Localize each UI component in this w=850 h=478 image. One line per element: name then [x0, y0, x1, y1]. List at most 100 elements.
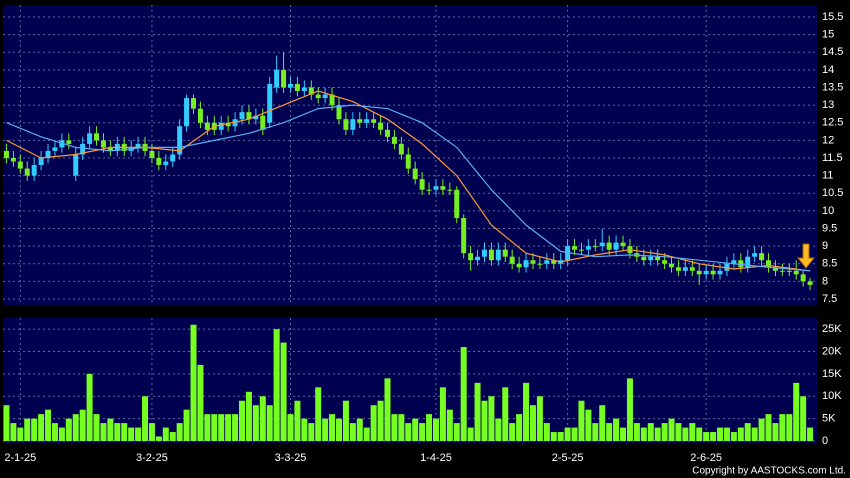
- y-tick-label: 8.5: [822, 258, 837, 270]
- volume-bar: [51, 423, 58, 441]
- candle-body: [177, 126, 183, 155]
- volume-panel: [3, 318, 817, 443]
- candle-body: [475, 256, 481, 261]
- volume-bar: [245, 391, 252, 441]
- volume-bar: [453, 423, 460, 441]
- candle-body: [724, 263, 730, 271]
- candle-body: [107, 147, 113, 151]
- volume-bar: [301, 418, 308, 441]
- candle-body: [772, 267, 778, 271]
- candle-body: [675, 267, 681, 271]
- volume-bar: [280, 342, 287, 441]
- volume-bar: [474, 382, 481, 441]
- volume-bar: [460, 347, 467, 441]
- volume-bar: [128, 427, 135, 441]
- volume-bar: [114, 423, 121, 441]
- candle-body: [419, 179, 425, 190]
- candle-body: [766, 260, 772, 268]
- volume-bar: [633, 423, 640, 441]
- candle-body: [648, 256, 654, 261]
- volume-bar: [86, 373, 93, 441]
- candle-body: [197, 108, 203, 123]
- volume-bar: [529, 405, 536, 441]
- candle-body: [156, 157, 162, 166]
- volume-bar: [148, 423, 155, 441]
- candle-body: [800, 274, 806, 282]
- volume-bar: [218, 414, 225, 441]
- volume-bar: [723, 427, 730, 441]
- volume-bar: [807, 427, 814, 441]
- volume-bar: [3, 405, 10, 441]
- candle-body: [3, 150, 9, 158]
- volume-bar: [772, 423, 779, 441]
- volume-bar: [744, 423, 751, 441]
- volume-bar: [370, 405, 377, 441]
- volume-bar: [661, 423, 668, 441]
- candle-body: [613, 242, 619, 250]
- volume-bar: [356, 418, 363, 441]
- y-tick-label: 9.5: [822, 222, 837, 234]
- candle-body: [135, 143, 141, 148]
- volume-bar: [10, 423, 17, 441]
- volume-bar: [564, 427, 571, 441]
- volume-bar: [536, 396, 543, 441]
- candle-body: [38, 157, 44, 166]
- volume-bar: [308, 423, 315, 441]
- candle-body: [585, 246, 591, 250]
- volume-bar: [488, 396, 495, 441]
- volume-bar: [523, 382, 530, 441]
- candle-body: [530, 260, 536, 264]
- volume-bar: [599, 405, 606, 441]
- volume-bar: [239, 400, 246, 441]
- candle-body: [793, 270, 799, 275]
- candle-body: [94, 133, 100, 141]
- candle-body: [204, 122, 210, 130]
- volume-bar: [509, 423, 516, 441]
- y-tick-label: 8: [822, 275, 828, 287]
- volume-bar: [703, 432, 710, 441]
- volume-bar: [211, 414, 218, 441]
- candle-body: [745, 256, 751, 268]
- volume-bar: [31, 418, 38, 441]
- volume-bar: [315, 387, 322, 441]
- candle-body: [717, 270, 723, 275]
- candle-body: [662, 260, 668, 264]
- volume-bar: [779, 414, 786, 441]
- candle-body: [10, 157, 16, 162]
- candle-body: [578, 249, 584, 251]
- candle-body: [779, 270, 785, 272]
- volume-bar: [800, 396, 807, 441]
- volume-bar: [606, 423, 613, 441]
- candle-body: [426, 189, 432, 191]
- volume-bar: [79, 409, 86, 441]
- volume-bar: [335, 418, 342, 441]
- candle-body: [682, 267, 688, 271]
- volume-bar: [737, 427, 744, 441]
- candle-body: [412, 168, 418, 180]
- volume-bar: [204, 414, 211, 441]
- candle-body: [357, 119, 363, 123]
- volume-bar: [786, 414, 793, 441]
- volume-bar: [232, 414, 239, 441]
- candle-body: [87, 133, 93, 144]
- volume-bar: [585, 409, 592, 441]
- volume-bar: [329, 414, 336, 441]
- y-tick-label: 0: [822, 435, 828, 447]
- plot-layer: 7.5 8 8.5 9 9.5 10 10.5 11 11.5 12 12.5 13 13.5 14 14.…: [3, 5, 843, 464]
- candle-body: [655, 256, 661, 261]
- volume-bar: [613, 418, 620, 441]
- candle-body: [461, 217, 467, 254]
- candle-body: [336, 105, 342, 120]
- candle-body: [281, 69, 287, 88]
- candle-body: [364, 119, 370, 123]
- candle-body: [294, 83, 300, 92]
- candle-body: [759, 253, 765, 261]
- volume-bar: [65, 418, 72, 441]
- volume-bar: [225, 414, 232, 441]
- volume-bar: [446, 409, 453, 441]
- candle-body: [149, 150, 155, 158]
- x-tick-label: 3-2-25: [136, 452, 168, 464]
- volume-bar: [363, 427, 370, 441]
- y-tick-label: 15.5: [822, 11, 843, 23]
